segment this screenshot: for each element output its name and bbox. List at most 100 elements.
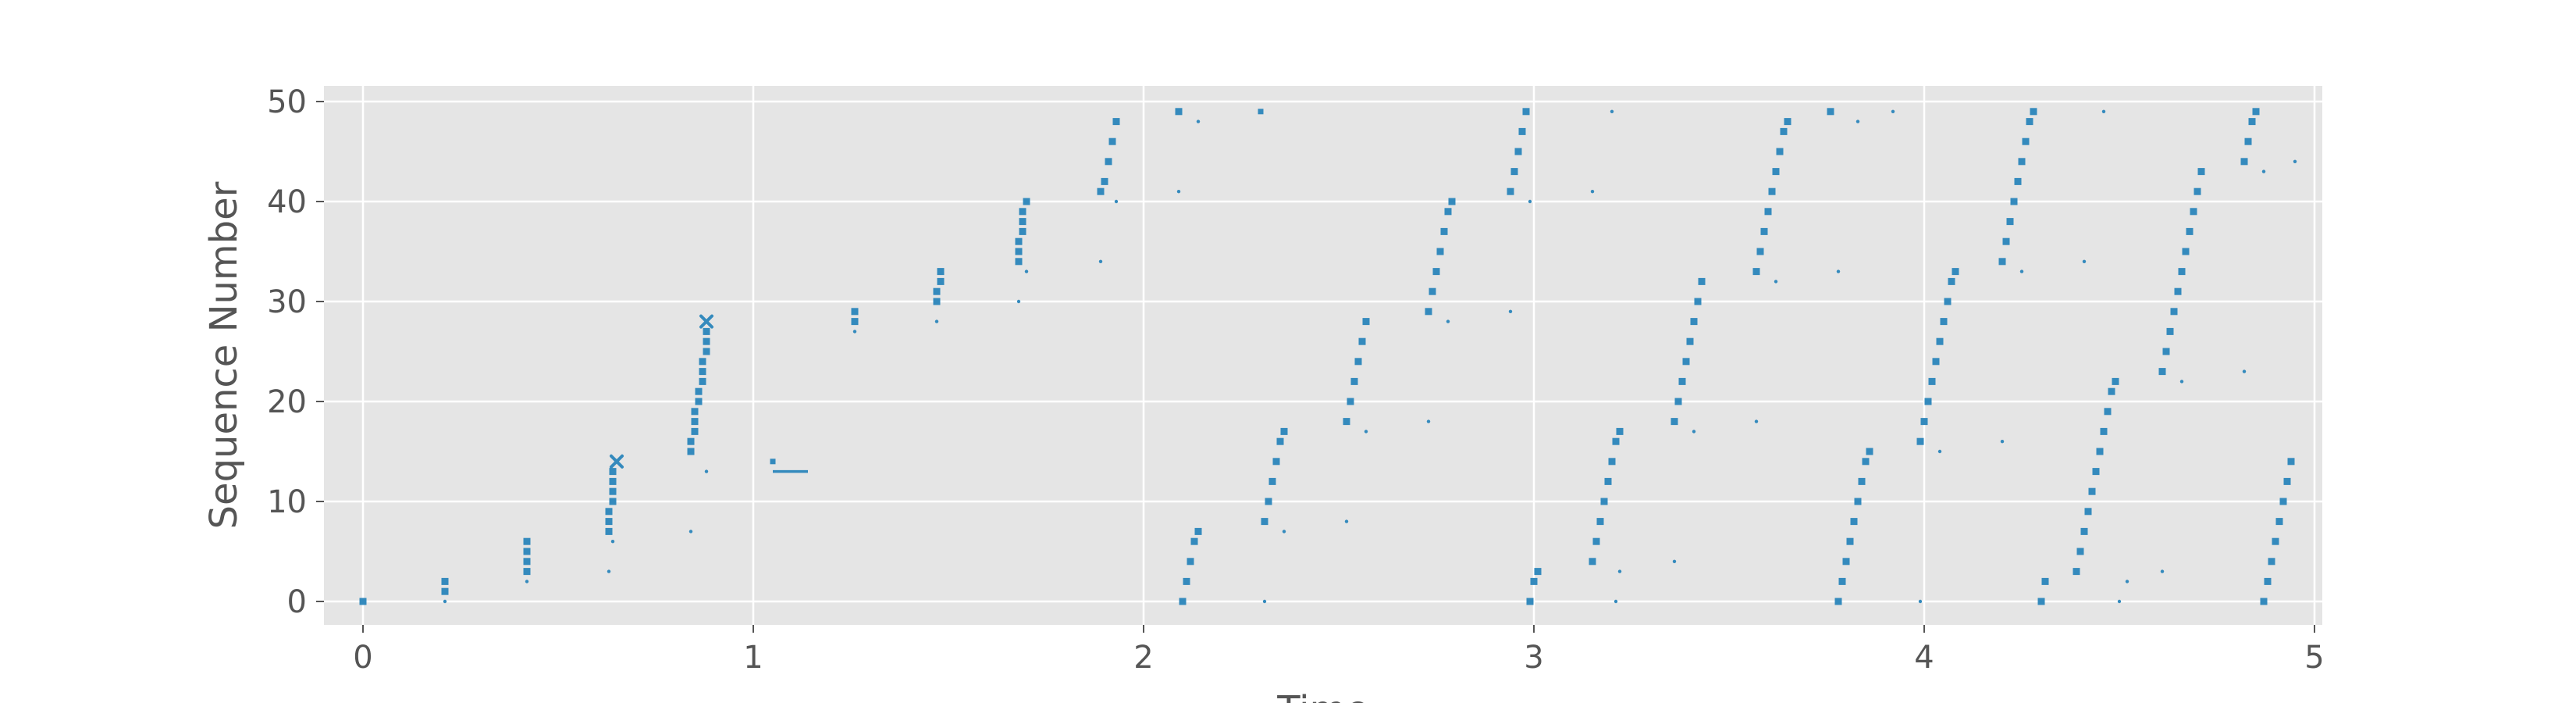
ack-point [2261, 170, 2266, 173]
data-point [2275, 518, 2283, 526]
data-point [441, 587, 449, 595]
data-point [2112, 377, 2119, 385]
data-point [1510, 168, 1518, 176]
data-point [1944, 298, 1952, 305]
ack-point [1672, 559, 1677, 563]
data-point [1756, 248, 1764, 255]
y-tick-label: 50 [267, 84, 307, 120]
data-point [2026, 118, 2033, 126]
ack-point [2117, 599, 2122, 604]
data-point [1518, 127, 1526, 135]
data-point [1678, 377, 1686, 385]
data-point [691, 427, 699, 435]
data-point [699, 377, 706, 385]
data-point [1019, 208, 1026, 216]
x-tick-label: 2 [1133, 640, 1153, 676]
data-point [2197, 168, 2205, 176]
data-point [2010, 198, 2018, 205]
data-point [2268, 558, 2275, 566]
data-point [523, 558, 531, 566]
ack-point [704, 469, 709, 473]
ack-point [1364, 430, 1368, 434]
data-point [699, 358, 706, 366]
data-point [609, 468, 617, 476]
ack-point [1610, 109, 1614, 113]
data-point [1948, 277, 1955, 285]
ack-point [1774, 280, 1778, 284]
x-axis-label: Time [1276, 688, 1368, 703]
ack-point [1836, 269, 1841, 273]
data-point [605, 527, 613, 535]
ack-point [1446, 319, 1450, 323]
data-point [851, 318, 859, 326]
data-point [2264, 577, 2272, 585]
ack-point [607, 569, 611, 573]
data-point [1019, 227, 1026, 235]
data-point [2174, 287, 2182, 295]
ack-point [2000, 440, 2005, 444]
data-point [1764, 208, 1772, 216]
data-point [1682, 358, 1690, 366]
data-point [933, 298, 941, 305]
data-point [2260, 598, 2268, 605]
x-tick-label: 1 [743, 640, 763, 676]
data-point [1854, 498, 1862, 505]
data-point [1183, 577, 1190, 585]
data-point [2041, 577, 2049, 585]
data-point [1928, 377, 1936, 385]
data-point [695, 387, 703, 395]
data-point [2190, 208, 2197, 216]
data-point [2170, 308, 2178, 316]
ack-point [1282, 530, 1286, 533]
ack-point [1344, 519, 1349, 523]
ack-point [1426, 419, 1431, 423]
y-tick-label: 0 [287, 584, 307, 620]
ack-point [1176, 190, 1181, 194]
data-point [703, 327, 710, 335]
ack-point [2242, 369, 2247, 373]
data-point [1608, 458, 1616, 466]
data-point [1440, 227, 1448, 235]
data-point-small [1258, 109, 1264, 115]
data-point [1846, 537, 1854, 545]
data-point [1023, 198, 1030, 205]
data-point [1670, 418, 1678, 426]
data-point [2186, 227, 2194, 235]
data-point [2279, 498, 2287, 505]
x-axis-ticks: 0 1 2 3 4 5 [353, 625, 2325, 676]
data-point [2272, 537, 2279, 545]
ack-point [2019, 269, 2024, 273]
data-point [1105, 158, 1112, 166]
grid [324, 86, 2322, 625]
ack-point [1856, 120, 1860, 123]
data-point [1686, 337, 1694, 345]
data-point [1194, 527, 1202, 535]
data-point [1514, 148, 1522, 155]
data-point [2194, 187, 2201, 195]
plot-background [324, 86, 2322, 625]
data-point [1694, 298, 1702, 305]
data-point [1776, 148, 1784, 155]
data-point [2076, 548, 2084, 555]
data-point [1932, 358, 1940, 366]
data-point [687, 437, 695, 445]
data-point [1444, 208, 1452, 216]
data-point [1522, 108, 1530, 116]
y-axis-ticks: 0 10 20 30 40 50 [267, 84, 324, 620]
data-point [1592, 537, 1600, 545]
data-point [441, 577, 449, 585]
data-point [2240, 158, 2248, 166]
ack-point [1617, 569, 1622, 573]
ack-point [1754, 419, 1759, 423]
ack-point [2179, 380, 2184, 384]
ack-point [688, 530, 693, 533]
data-point [703, 337, 710, 345]
data-point [1112, 118, 1120, 126]
data-point [2002, 237, 2010, 245]
data-point [2022, 137, 2030, 145]
data-point-small [770, 459, 776, 465]
ack-point [1508, 309, 1513, 313]
data-point [851, 308, 859, 316]
data-point [523, 548, 531, 555]
